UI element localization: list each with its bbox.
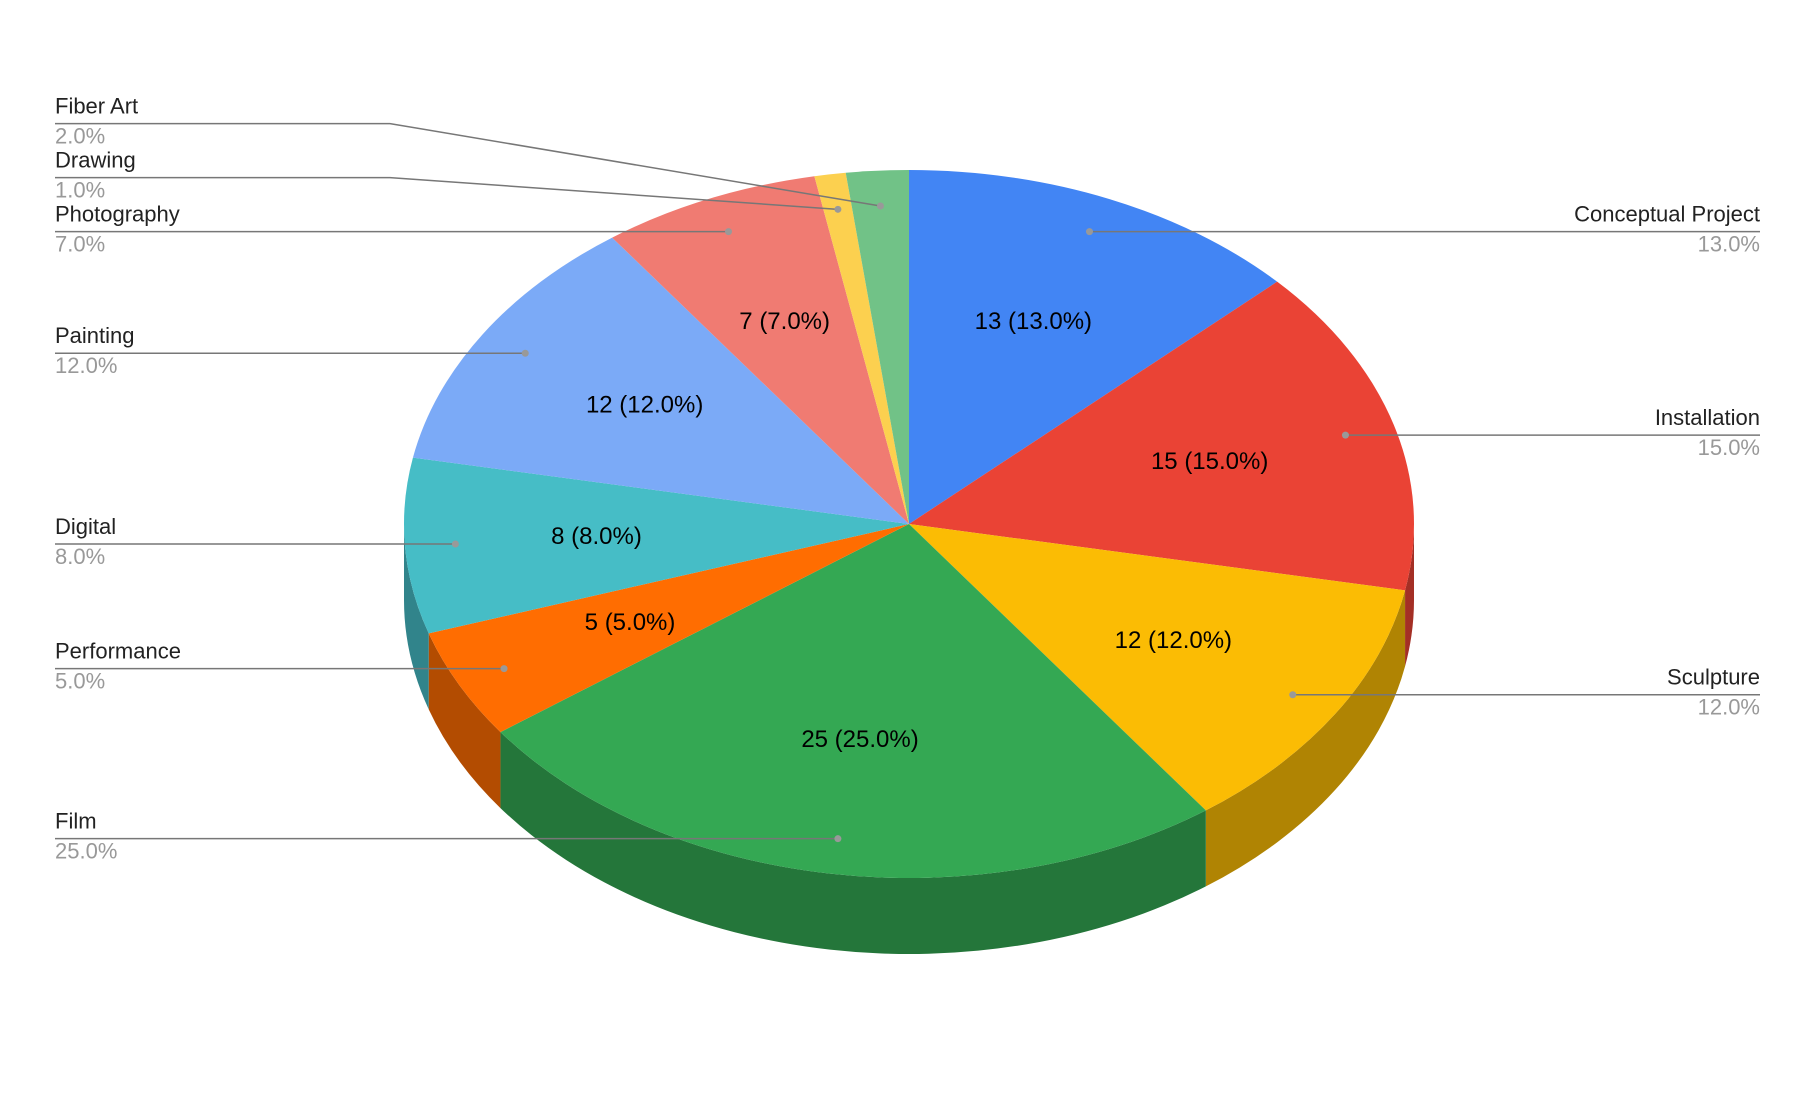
labels: Conceptual Project 13.0% Installation 15.0%… — [55, 93, 1760, 863]
label-name: Sculpture — [1667, 665, 1760, 690]
label-percent: 1.0% — [55, 177, 105, 202]
label-name: Painting — [55, 323, 135, 348]
leader-dot — [876, 202, 884, 210]
slice — [404, 457, 909, 634]
value-label: 12 (12.0%) — [586, 392, 703, 419]
value-label: 25 (25.0%) — [801, 726, 918, 753]
label-name: Film — [55, 808, 97, 833]
slice — [909, 170, 1278, 524]
value-label: 15 (15.0%) — [1151, 448, 1268, 475]
label-name: Digital — [55, 514, 116, 539]
label-percent: 5.0% — [55, 668, 105, 693]
label-percent: 2.0% — [55, 123, 105, 148]
value-label: 13 (13.0%) — [975, 308, 1092, 335]
leader-dot — [1289, 691, 1297, 699]
label-percent: 7.0% — [55, 231, 105, 256]
slice — [612, 176, 909, 524]
label-name: Conceptual Project — [1574, 201, 1760, 226]
slice — [909, 281, 1415, 591]
slice — [412, 237, 909, 525]
value-label: 5 (5.0%) — [585, 609, 676, 636]
leader-dot — [834, 205, 842, 213]
label-name: Drawing — [55, 147, 136, 172]
slice-sides — [404, 524, 1414, 954]
value-label: 12 (12.0%) — [1115, 627, 1232, 654]
value-label: 8 (8.0%) — [551, 523, 642, 550]
leader-line — [55, 176, 838, 211]
value-label: 7 (7.0%) — [739, 308, 830, 335]
slice-side — [1405, 524, 1414, 667]
label-percent: 12.0% — [55, 353, 117, 378]
label-percent: 13.0% — [1698, 231, 1760, 256]
slice-side — [404, 524, 429, 710]
label-percent: 8.0% — [55, 544, 105, 569]
label-name: Fiber Art — [55, 93, 138, 118]
leader-dot — [500, 665, 508, 673]
slice — [814, 172, 909, 525]
label-name: Performance — [55, 638, 181, 663]
slice — [909, 524, 1406, 811]
label-name: Installation — [1655, 405, 1760, 430]
slice-side — [428, 633, 501, 809]
leader-dot — [451, 540, 459, 548]
leader-dot — [521, 349, 529, 357]
slice — [428, 524, 909, 733]
leader-dot — [1341, 431, 1349, 439]
slice — [500, 524, 1206, 878]
label-percent: 25.0% — [55, 838, 117, 863]
leader-dot — [834, 835, 842, 843]
leader-dot — [724, 228, 732, 236]
slice — [845, 170, 909, 524]
slice-side — [1205, 590, 1406, 887]
slice-tops — [404, 170, 1415, 878]
leader-line — [55, 122, 881, 207]
slice-side — [500, 732, 1206, 954]
label-name: Photography — [55, 201, 180, 226]
leader-dot — [1086, 228, 1094, 236]
label-percent: 15.0% — [1698, 435, 1760, 460]
label-percent: 12.0% — [1698, 695, 1760, 720]
